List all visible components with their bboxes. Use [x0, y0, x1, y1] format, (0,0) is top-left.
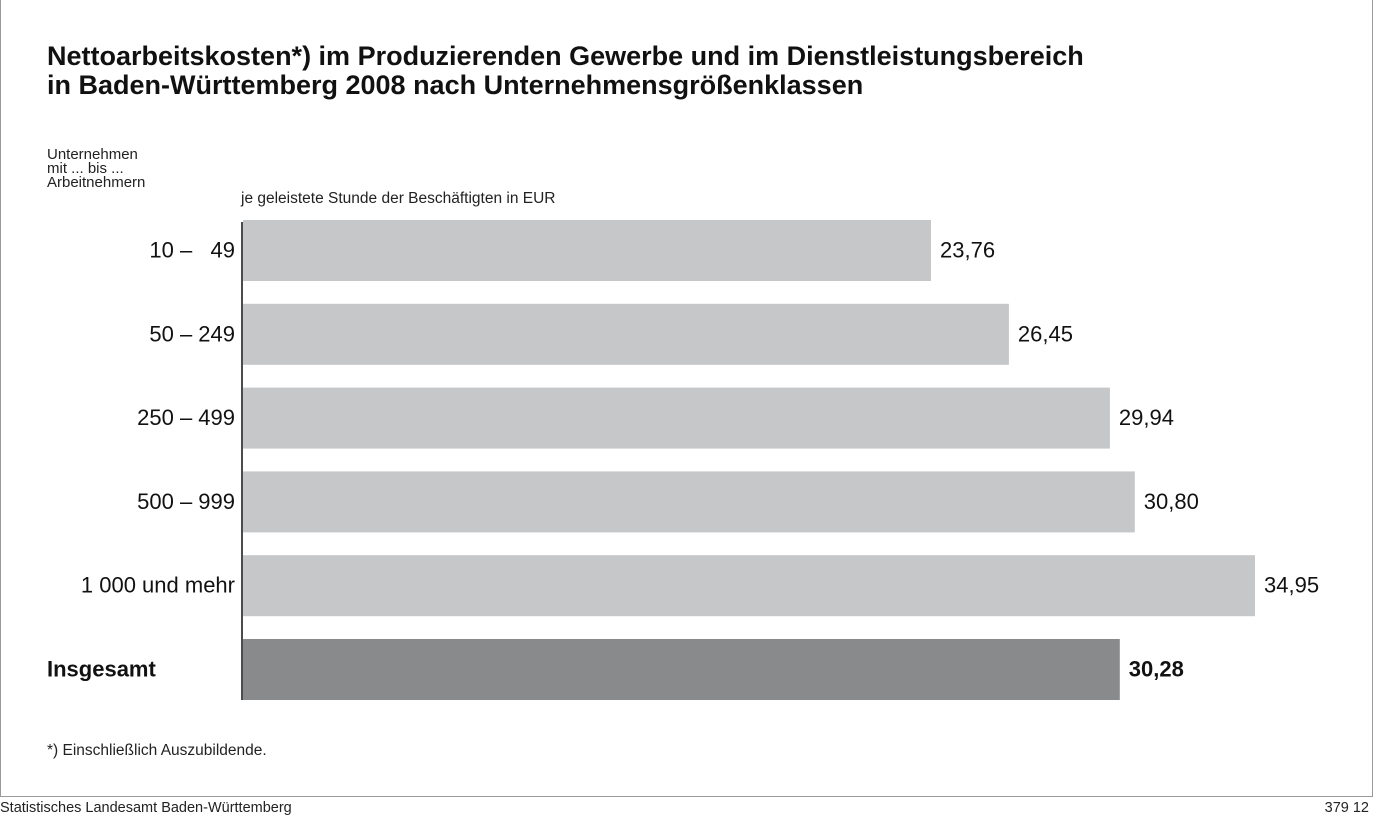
bar-total — [243, 639, 1120, 700]
data-label: 29,94 — [1119, 405, 1174, 430]
data-label-total: 30,28 — [1129, 657, 1184, 682]
data-label: 34,95 — [1264, 573, 1319, 598]
bar — [243, 555, 1255, 617]
category-label: 250 – 499 — [137, 405, 235, 430]
x-axis-unit-label: je geleistete Stunde der Beschäftigten i… — [241, 190, 556, 207]
y-axis-caption-line-1: Unternehmen — [47, 146, 138, 163]
figure-code: 379 12 — [1324, 800, 1369, 816]
footnote: *) Einschließlich Auszubildende. — [47, 742, 267, 759]
chart-frame — [0, 0, 1373, 797]
y-axis-caption: Unternehmen mit ... bis ... Arbeitnehmer… — [47, 146, 146, 191]
bar — [243, 303, 1009, 365]
data-label: 30,80 — [1144, 489, 1199, 514]
category-label: 50 – 249 — [149, 321, 235, 346]
bar — [243, 220, 931, 281]
data-label: 26,45 — [1018, 321, 1073, 346]
category-label: 1 000 und mehr — [81, 573, 235, 598]
chart-title: Nettoarbeitskosten*) im Produzierenden G… — [47, 42, 1347, 100]
source-note: Statistisches Landesamt Baden-Württember… — [0, 800, 292, 816]
data-label: 23,76 — [940, 238, 995, 263]
chart-title-line-1: Nettoarbeitskosten*) im Produzierenden G… — [47, 41, 1084, 71]
chart-title-line-2: in Baden-Württemberg 2008 nach Unternehm… — [47, 70, 864, 100]
category-label: 10 – 49 — [149, 238, 235, 263]
category-label: 500 – 999 — [137, 489, 235, 514]
y-axis-caption-line-2: mit ... bis ... — [47, 160, 124, 177]
y-axis-caption-line-3: Arbeitnehmern — [47, 174, 146, 191]
bar — [243, 471, 1135, 533]
bar — [243, 387, 1110, 449]
category-label-total: Insgesamt — [47, 657, 156, 682]
